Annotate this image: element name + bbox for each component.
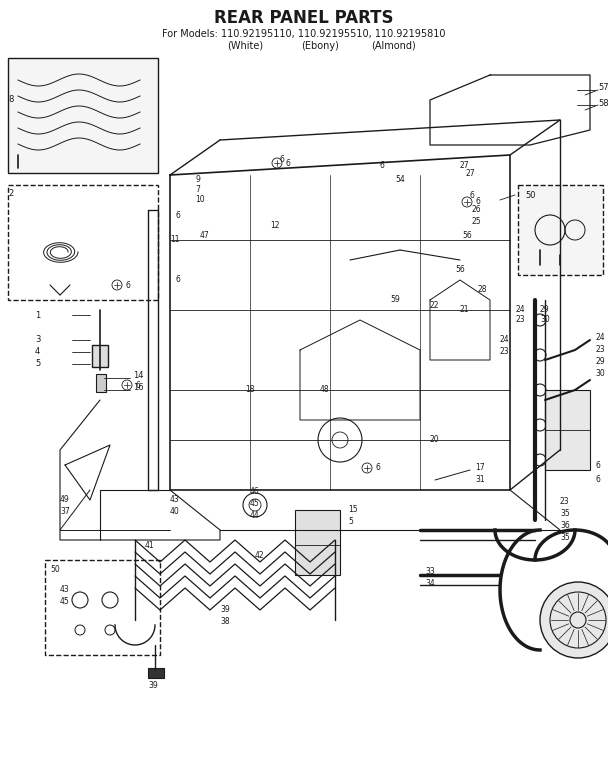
Bar bbox=[92, 345, 108, 367]
Text: 6: 6 bbox=[375, 463, 380, 472]
Text: 23: 23 bbox=[560, 498, 570, 506]
Text: 36: 36 bbox=[560, 522, 570, 531]
Text: 6: 6 bbox=[380, 160, 385, 170]
Text: 1: 1 bbox=[35, 311, 40, 320]
Text: 21: 21 bbox=[460, 305, 469, 314]
Text: 45: 45 bbox=[250, 499, 260, 509]
Text: 39: 39 bbox=[220, 605, 230, 614]
Text: 57: 57 bbox=[598, 84, 608, 93]
Text: 24: 24 bbox=[515, 305, 525, 314]
Text: 50: 50 bbox=[50, 565, 60, 574]
Text: 34: 34 bbox=[425, 580, 435, 588]
Text: 56: 56 bbox=[455, 265, 465, 275]
Text: 23: 23 bbox=[595, 345, 604, 354]
Text: 50: 50 bbox=[525, 190, 536, 199]
Text: 3: 3 bbox=[35, 335, 40, 344]
Text: 59: 59 bbox=[390, 295, 399, 304]
Text: 29: 29 bbox=[595, 357, 604, 367]
Text: 9: 9 bbox=[195, 176, 200, 185]
Text: 8: 8 bbox=[8, 96, 13, 104]
Text: 40: 40 bbox=[170, 508, 180, 516]
Text: 2: 2 bbox=[8, 189, 13, 197]
Text: 41: 41 bbox=[145, 541, 154, 549]
Bar bbox=[518, 185, 603, 275]
Text: 38: 38 bbox=[220, 617, 230, 627]
Text: 28: 28 bbox=[478, 285, 488, 295]
Text: 48: 48 bbox=[320, 386, 330, 394]
Text: 39: 39 bbox=[148, 680, 157, 690]
Text: 15: 15 bbox=[348, 505, 358, 515]
Bar bbox=[8, 185, 158, 300]
Text: 47: 47 bbox=[200, 231, 210, 239]
Text: 24: 24 bbox=[500, 335, 510, 344]
Text: 46: 46 bbox=[250, 488, 260, 496]
Text: 56: 56 bbox=[462, 231, 472, 239]
Text: 6: 6 bbox=[595, 476, 600, 485]
Bar bbox=[295, 510, 340, 575]
Text: 37: 37 bbox=[60, 508, 70, 516]
Text: 27: 27 bbox=[465, 169, 475, 177]
Text: 27: 27 bbox=[460, 160, 469, 170]
Text: 31: 31 bbox=[475, 476, 485, 485]
Text: 6: 6 bbox=[175, 275, 180, 285]
Text: REAR PANEL PARTS: REAR PANEL PARTS bbox=[214, 9, 394, 27]
Text: 43: 43 bbox=[170, 495, 180, 505]
Text: 5: 5 bbox=[348, 518, 353, 526]
Text: 35: 35 bbox=[560, 509, 570, 518]
Text: 24: 24 bbox=[595, 334, 604, 343]
Text: (White): (White) bbox=[227, 41, 263, 51]
Text: 6: 6 bbox=[470, 190, 475, 199]
Text: 22: 22 bbox=[430, 301, 440, 310]
Text: 16: 16 bbox=[133, 383, 143, 391]
Text: 54: 54 bbox=[395, 176, 405, 185]
Text: 43: 43 bbox=[60, 585, 70, 594]
Text: 33: 33 bbox=[425, 568, 435, 577]
Text: 5: 5 bbox=[35, 360, 40, 368]
Text: 58: 58 bbox=[598, 98, 608, 107]
Text: 18: 18 bbox=[245, 386, 255, 394]
Text: 10: 10 bbox=[195, 196, 205, 205]
Text: 23: 23 bbox=[500, 347, 510, 357]
Text: 49: 49 bbox=[60, 495, 70, 505]
Text: 6: 6 bbox=[285, 159, 290, 167]
Text: 35: 35 bbox=[560, 534, 570, 542]
Text: 23: 23 bbox=[515, 315, 525, 324]
Text: 6: 6 bbox=[595, 460, 600, 469]
Text: 6: 6 bbox=[125, 281, 130, 289]
Text: 7: 7 bbox=[195, 186, 200, 195]
Text: 30: 30 bbox=[595, 370, 605, 378]
Text: 6: 6 bbox=[475, 197, 480, 206]
Text: 30: 30 bbox=[540, 315, 550, 324]
Text: 45: 45 bbox=[60, 597, 70, 607]
Bar bbox=[148, 668, 164, 678]
Circle shape bbox=[540, 582, 608, 658]
Text: 6: 6 bbox=[175, 210, 180, 219]
Bar bbox=[8, 58, 158, 173]
Text: 25: 25 bbox=[472, 218, 482, 226]
Text: 42: 42 bbox=[255, 551, 264, 559]
Text: 11: 11 bbox=[170, 235, 179, 245]
Text: 6: 6 bbox=[135, 380, 140, 390]
Text: (Ebony): (Ebony) bbox=[301, 41, 339, 51]
Text: 20: 20 bbox=[430, 436, 440, 445]
Text: 14: 14 bbox=[133, 370, 143, 380]
Bar bbox=[45, 560, 160, 655]
Text: 26: 26 bbox=[472, 206, 482, 215]
Text: 6: 6 bbox=[280, 156, 285, 164]
Text: 12: 12 bbox=[270, 220, 280, 229]
Text: 29: 29 bbox=[540, 305, 550, 314]
Text: 44: 44 bbox=[250, 512, 260, 521]
Bar bbox=[545, 390, 590, 470]
Text: 17: 17 bbox=[475, 463, 485, 472]
Bar bbox=[96, 374, 106, 392]
Text: (Almond): (Almond) bbox=[371, 41, 415, 51]
Text: For Models: 110.92195110, 110.92195510, 110.92195810: For Models: 110.92195110, 110.92195510, … bbox=[162, 29, 446, 39]
Text: 4: 4 bbox=[35, 347, 40, 357]
